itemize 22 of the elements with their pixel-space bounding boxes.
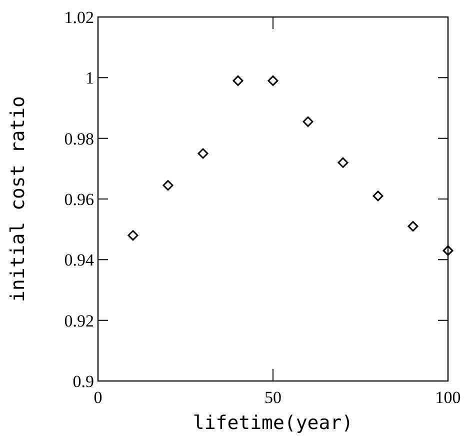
point	[302, 116, 314, 127]
point	[162, 180, 174, 191]
point	[338, 157, 348, 168]
y-tick-label: 1	[86, 68, 94, 88]
point	[408, 221, 418, 232]
point	[128, 230, 138, 241]
y-tick-label: 0.9	[72, 372, 94, 391]
y-tick-label: 0.94	[64, 250, 94, 270]
y-tick-label: 0.98	[64, 129, 94, 148]
y-tick-label: 0.96	[64, 190, 94, 209]
x-axis-title: lifetime(year)	[192, 412, 354, 434]
point	[442, 245, 454, 256]
point	[198, 148, 208, 159]
x-tick-label: 50	[264, 388, 282, 407]
y-tick-label: 1.02	[64, 8, 94, 27]
y-tick-label: 0.92	[64, 311, 94, 330]
point	[268, 75, 278, 86]
point	[372, 190, 384, 202]
point	[232, 75, 244, 86]
x-tick-label: 100	[435, 388, 461, 407]
x-tick-label: 0	[94, 388, 102, 407]
y-axis-title: initial cost ratio	[7, 96, 29, 302]
